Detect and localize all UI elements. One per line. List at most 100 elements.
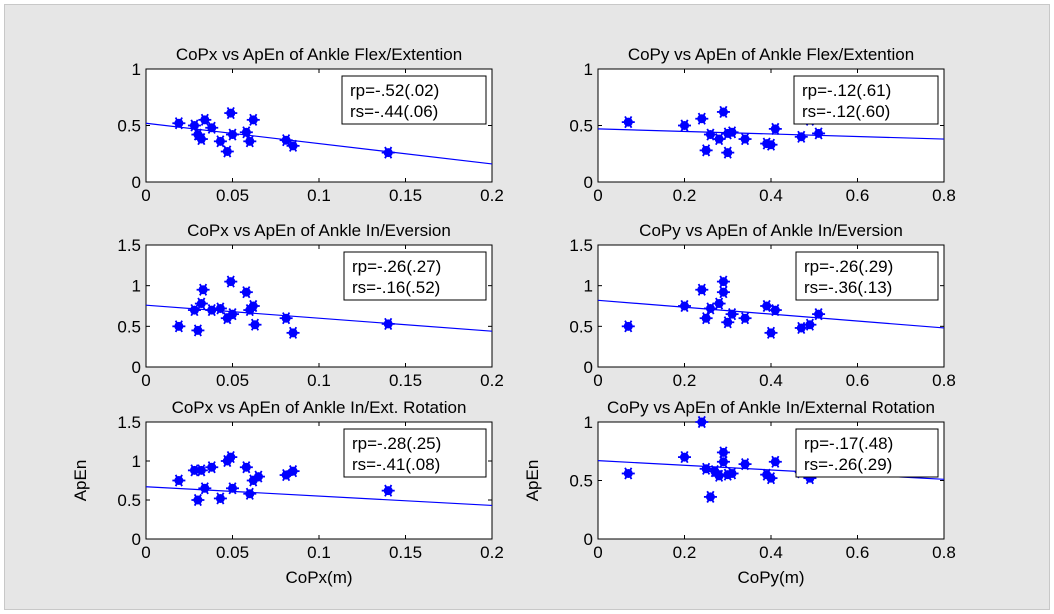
data-point xyxy=(286,465,300,478)
data-point xyxy=(239,126,253,139)
x-tick-label: 0 xyxy=(141,371,150,390)
correlation-text: rp=-.12(.61) xyxy=(802,81,891,100)
regression-line xyxy=(597,299,945,329)
data-point xyxy=(712,132,726,146)
data-point xyxy=(695,112,709,125)
data-point xyxy=(246,113,260,126)
data-point xyxy=(768,303,782,317)
correlation-text: rp=-.52(.02) xyxy=(350,81,439,100)
data-point xyxy=(196,283,210,296)
x-tick-label: 0.4 xyxy=(759,186,783,205)
x-tick-label: 0.8 xyxy=(932,543,956,562)
data-point xyxy=(172,474,186,487)
data-point xyxy=(213,302,227,315)
subplot-title: CoPy vs ApEn of Ankle In/External Rotati… xyxy=(607,398,935,417)
x-tick-label: 0 xyxy=(141,543,150,562)
correlation-text: rs=-.16(.52) xyxy=(352,278,440,297)
subplot-1: 0 0.05 0.1 0.15 0.2 0 0.5 1 CoPx vs ApEn of Ankl… xyxy=(117,45,503,205)
subplot-title: CoPx vs ApEn of Ankle In/Ext. Rotation xyxy=(172,398,467,417)
y-tick-label: 1.5 xyxy=(569,236,593,255)
data-point xyxy=(220,145,234,158)
data-point xyxy=(213,135,227,148)
data-point xyxy=(725,467,739,480)
y-tick-label: 0.5 xyxy=(117,491,141,510)
regression-line xyxy=(145,122,493,165)
data-point xyxy=(712,297,726,310)
x-tick-label: 0.15 xyxy=(389,371,422,390)
data-point xyxy=(213,492,227,505)
figure-window: 0 0.05 0.1 0.15 0.2 0 0.5 1 CoPx vs ApEn of Ankl… xyxy=(4,4,1050,610)
stats-box xyxy=(795,428,939,478)
subplot-2: 0 0.2 0.4 0.6 0.8 0 0.5 1 CoPy vs ApEn of Ankle … xyxy=(569,45,955,205)
data-point xyxy=(205,461,219,474)
data-point xyxy=(716,105,730,119)
data-point xyxy=(248,318,262,331)
subplot-3: 0 0.05 0.1 0.15 0.2 0 0.5 1 1.5 CoPx vs ApEn of A… xyxy=(117,221,503,390)
y-tick-label: 1 xyxy=(132,452,141,471)
data-point xyxy=(764,472,778,485)
data-point xyxy=(695,415,709,429)
data-point xyxy=(381,146,395,159)
data-point xyxy=(187,119,201,132)
x-tick-label: 0.1 xyxy=(307,543,331,562)
data-point xyxy=(812,308,826,321)
y-tick-label: 0.5 xyxy=(569,117,593,136)
x-tick-label: 0.8 xyxy=(932,371,956,390)
data-point xyxy=(725,308,739,321)
data-point xyxy=(703,490,717,503)
y-tick-label: 1 xyxy=(132,60,141,79)
data-point xyxy=(243,135,257,148)
y-tick-label: 1 xyxy=(584,277,593,296)
y-tick-label: 0 xyxy=(584,358,593,377)
subplot-title: CoPy vs ApEn of Ankle Flex/Extention xyxy=(628,45,914,64)
data-point xyxy=(716,275,730,288)
correlation-text: rs=-.26(.29) xyxy=(804,455,892,474)
data-point xyxy=(721,316,735,329)
data-point xyxy=(725,126,739,139)
y-tick-label: 0 xyxy=(132,530,141,549)
data-point xyxy=(279,312,293,325)
y-axis-label: ApEn xyxy=(71,460,90,502)
data-point xyxy=(198,113,212,126)
data-point xyxy=(621,116,635,129)
data-point xyxy=(621,320,635,333)
y-tick-label: 0 xyxy=(584,530,593,549)
y-tick-label: 0.5 xyxy=(569,317,593,336)
y-tick-label: 1 xyxy=(584,60,593,79)
x-tick-label: 0.15 xyxy=(389,186,422,205)
x-tick-label: 0.2 xyxy=(673,186,697,205)
data-point xyxy=(716,455,730,468)
x-tick-label: 0.4 xyxy=(759,543,783,562)
data-point xyxy=(768,122,782,135)
stats-box xyxy=(343,251,487,301)
x-tick-label: 0.4 xyxy=(759,371,783,390)
data-point xyxy=(716,446,730,459)
data-point xyxy=(172,320,186,333)
scatter-figure: 0 0.05 0.1 0.15 0.2 0 0.5 1 CoPx vs ApEn of Ankl… xyxy=(71,45,956,587)
x-tick-label: 0 xyxy=(593,186,602,205)
data-point xyxy=(699,312,713,325)
x-tick-label: 0.2 xyxy=(673,543,697,562)
data-point xyxy=(803,318,817,331)
data-point xyxy=(187,303,201,317)
data-point xyxy=(621,467,635,480)
data-point xyxy=(246,299,260,313)
y-tick-label: 1.5 xyxy=(117,413,141,432)
data-point xyxy=(205,121,219,134)
correlation-text: rp=-.26(.27) xyxy=(352,257,441,276)
y-tick-label: 0 xyxy=(132,358,141,377)
stats-box xyxy=(795,251,939,301)
data-point xyxy=(226,128,239,141)
y-tick-label: 0 xyxy=(132,173,141,192)
y-tick-label: 1 xyxy=(132,277,141,296)
data-point xyxy=(286,326,300,339)
data-point xyxy=(678,451,691,464)
x-tick-label: 0 xyxy=(593,371,602,390)
correlation-text: rp=-.28(.25) xyxy=(352,434,441,453)
data-point xyxy=(381,317,395,330)
data-point xyxy=(224,106,238,120)
data-point xyxy=(198,482,212,495)
correlation-text: rs=-.36(.13) xyxy=(804,278,892,297)
subplot-title: CoPx vs ApEn of Ankle Flex/Extention xyxy=(176,45,462,64)
x-tick-label: 0.05 xyxy=(216,371,249,390)
